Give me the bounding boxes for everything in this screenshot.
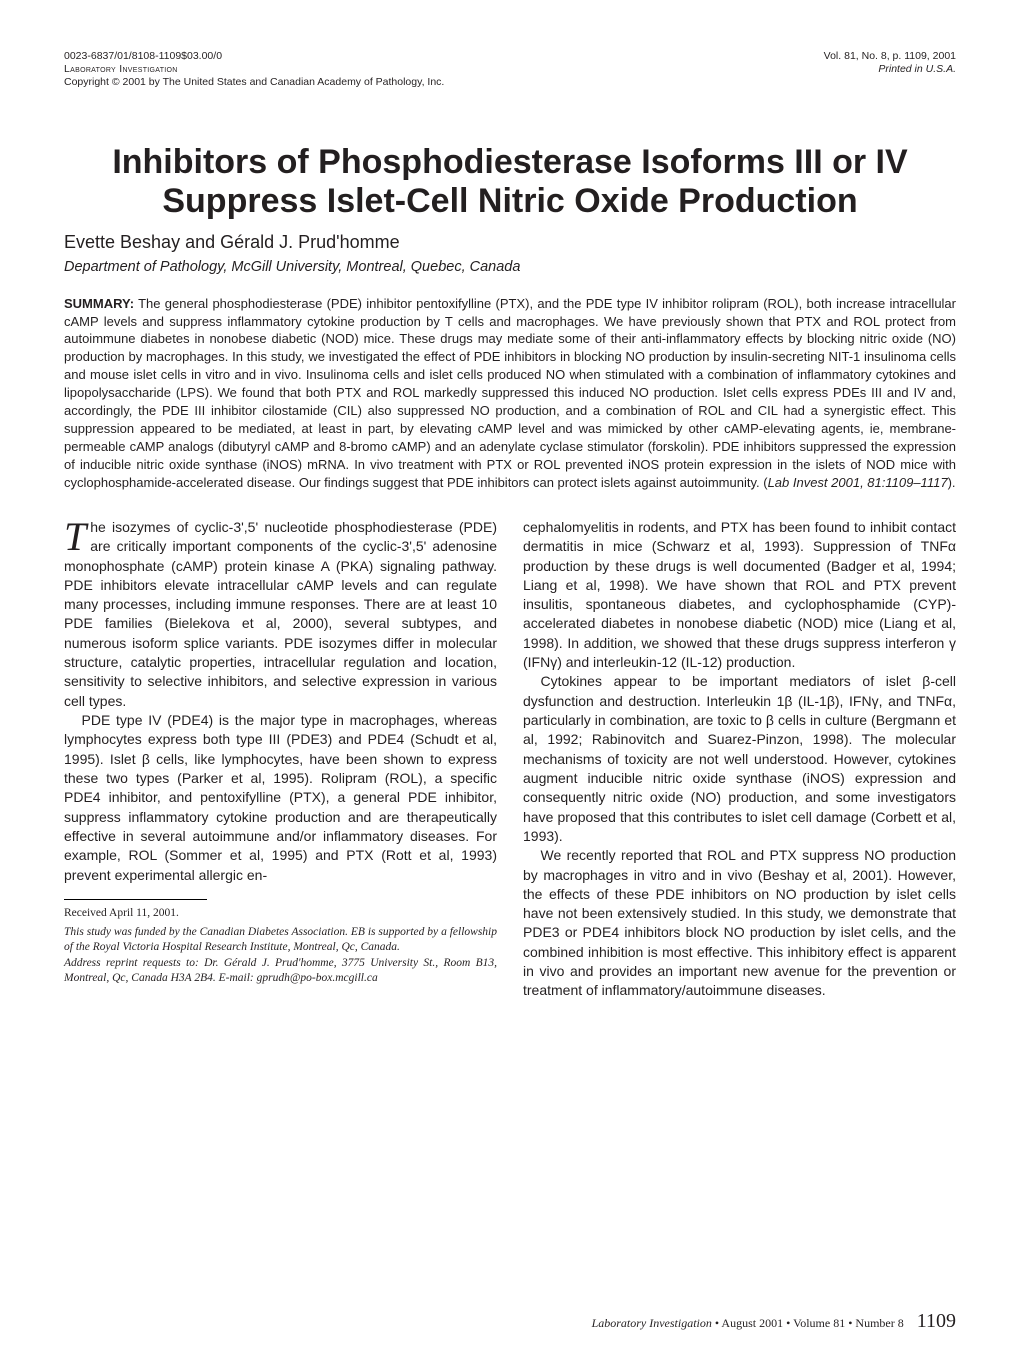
funding-note: This study was funded by the Canadian Di… xyxy=(64,925,497,956)
received-date: Received April 11, 2001. xyxy=(64,906,497,922)
body-p4: Cytokines appear to be important mediato… xyxy=(523,672,956,846)
summary-body: The general phosphodiesterase (PDE) inhi… xyxy=(64,296,956,490)
affiliation: Department of Pathology, McGill Universi… xyxy=(64,259,956,275)
page-number: 1109 xyxy=(907,1310,956,1332)
authors: Evette Beshay and Gérald J. Prud'homme xyxy=(64,232,956,253)
abstract: SUMMARY: The general phosphodiesterase (… xyxy=(64,295,956,492)
summary-head: SUMMARY: xyxy=(64,296,134,311)
summary-tail: ). xyxy=(948,475,956,490)
page-footer: Laboratory Investigation • August 2001 •… xyxy=(64,1310,956,1333)
body-p1: The isozymes of cyclic-3',5' nucleotide … xyxy=(64,518,497,711)
footer-journal: Laboratory Investigation xyxy=(592,1316,712,1330)
header-left-line1: 0023-6837/01/8108-1109$03.00/0 xyxy=(64,50,444,63)
body-p2: PDE type IV (PDE4) is the major type in … xyxy=(64,711,497,885)
dropcap: T xyxy=(64,518,90,554)
running-header: 0023-6837/01/8108-1109$03.00/0 Laborator… xyxy=(64,50,956,89)
body-columns: The isozymes of cyclic-3',5' nucleotide … xyxy=(64,518,956,1001)
footnote-block: Received April 11, 2001. This study was … xyxy=(64,899,497,987)
correspondence-note: Address reprint requests to: Dr. Gérald … xyxy=(64,956,497,987)
header-right-line1: Vol. 81, No. 8, p. 1109, 2001 xyxy=(824,50,956,63)
footer-rest: • August 2001 • Volume 81 • Number 8 xyxy=(712,1316,904,1330)
body-p3: cephalomyelitis in rodents, and PTX has … xyxy=(523,518,956,673)
header-right-line2: Printed in U.S.A. xyxy=(824,63,956,76)
body-p5: We recently reported that ROL and PTX su… xyxy=(523,846,956,1001)
summary-cite: Lab Invest 2001, 81:1109–1117 xyxy=(768,475,948,490)
footnote-rule xyxy=(64,899,207,900)
body-p1-text: he isozymes of cyclic-3',5' nucleotide p… xyxy=(64,519,497,709)
header-left-line2: Laboratory Investigation xyxy=(64,63,444,76)
header-left-line3: Copyright © 2001 by The United States an… xyxy=(64,76,444,89)
article-title: Inhibitors of Phosphodiesterase Isoforms… xyxy=(64,143,956,221)
